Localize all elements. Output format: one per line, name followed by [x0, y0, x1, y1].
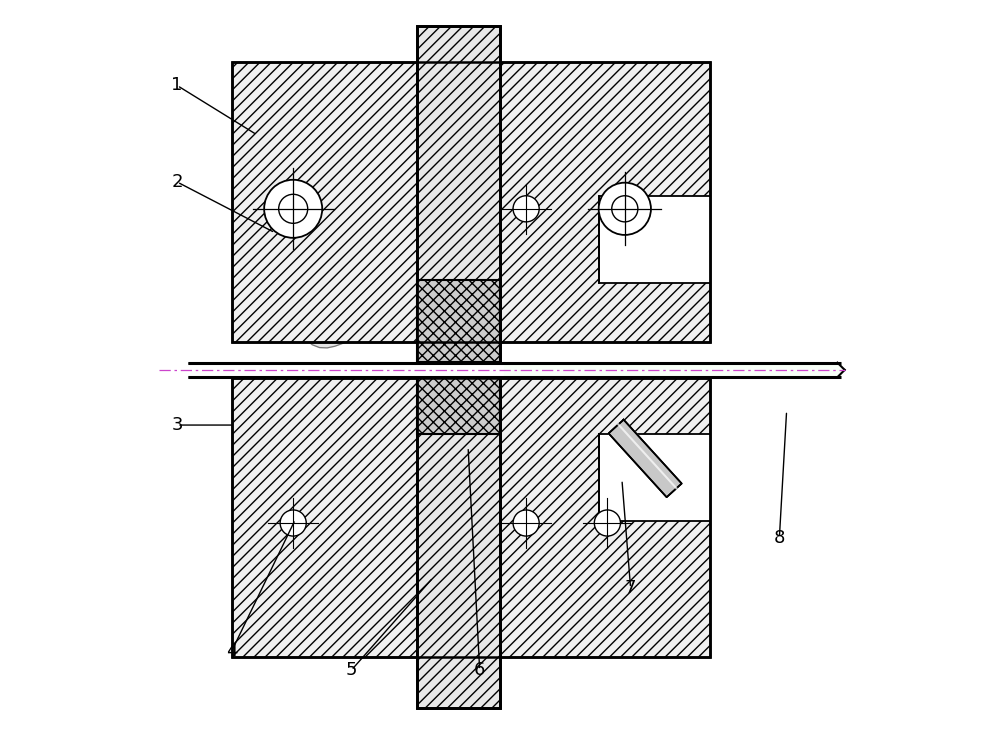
Text: 1: 1 [171, 76, 183, 95]
Text: 4: 4 [226, 642, 237, 661]
Bar [500, 378, 710, 657]
Circle shape [594, 510, 620, 536]
Circle shape [280, 510, 306, 536]
Bar [417, 280, 500, 362]
Text: 5: 5 [345, 661, 357, 680]
Bar [232, 62, 417, 341]
Bar [232, 62, 710, 341]
Text: 8: 8 [774, 528, 785, 547]
Polygon shape [490, 179, 609, 329]
Circle shape [513, 196, 539, 222]
Text: 2: 2 [171, 173, 183, 191]
Text: 6: 6 [474, 661, 485, 680]
Circle shape [612, 196, 638, 222]
Bar [500, 62, 710, 341]
Circle shape [264, 180, 322, 238]
Bar [599, 434, 710, 521]
Polygon shape [609, 420, 682, 497]
Polygon shape [435, 367, 555, 487]
Text: 7: 7 [625, 579, 636, 597]
Bar [599, 196, 710, 283]
Polygon shape [247, 409, 423, 591]
Polygon shape [247, 166, 423, 348]
Circle shape [513, 510, 539, 536]
Circle shape [599, 183, 651, 235]
Bar [232, 378, 417, 657]
Text: 3: 3 [171, 416, 183, 434]
Circle shape [279, 195, 308, 223]
Bar [417, 26, 500, 708]
Bar [417, 370, 500, 434]
Bar [417, 26, 500, 708]
Bar [232, 378, 710, 657]
Polygon shape [609, 420, 682, 497]
